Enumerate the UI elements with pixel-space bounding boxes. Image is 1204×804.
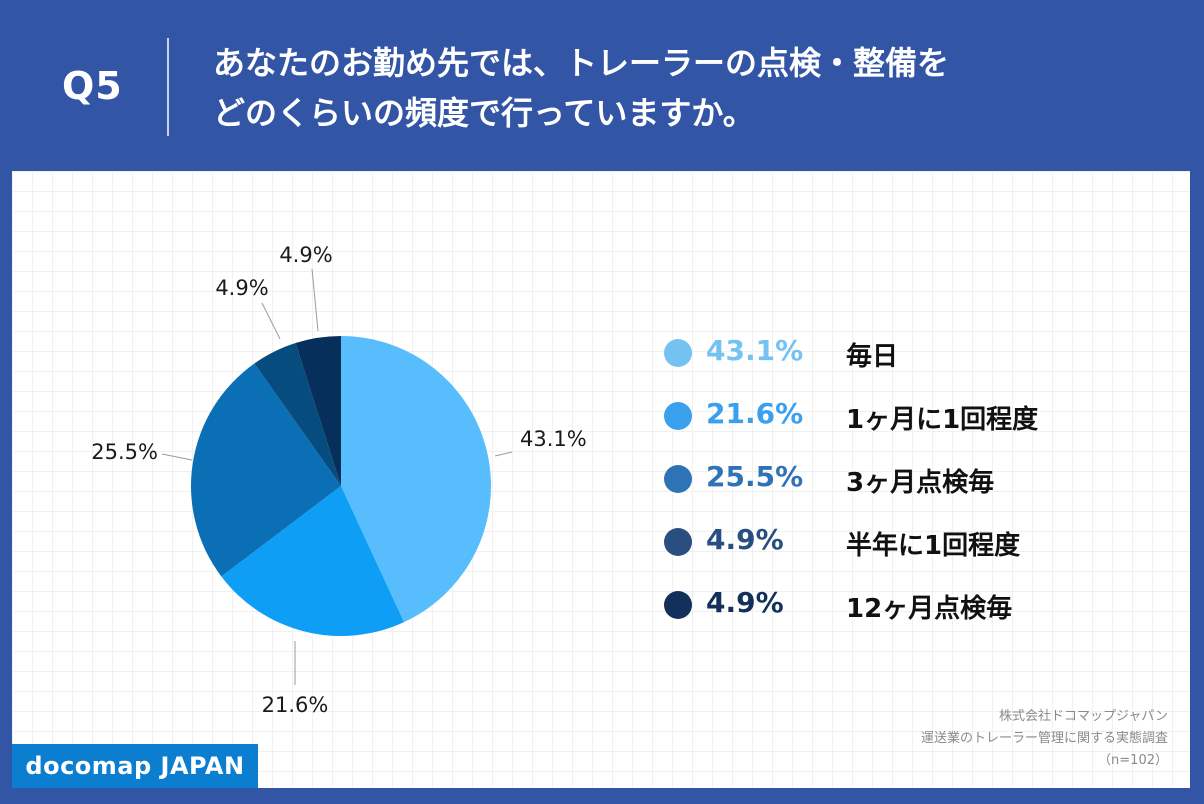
source-survey: 運送業のトレーラー管理に関する実態調査 [920, 731, 1168, 746]
legend-dot-icon [664, 339, 692, 367]
legend-percent: 4.9% [706, 586, 784, 619]
pie-data-label: 4.9% [279, 243, 332, 267]
question-number: Q5 [62, 64, 123, 108]
legend-dot-icon [664, 465, 692, 493]
question-text: あなたのお勤め先では、トレーラーの点検・整備を どのくらいの頻度で行っていますか… [213, 38, 1113, 138]
legend-label: 3ヶ月点検毎 [846, 468, 995, 498]
legend-percent: 21.6% [706, 397, 804, 430]
pie-data-label: 43.1% [520, 427, 587, 451]
pie-data-label: 25.5% [91, 440, 158, 464]
chart-panel: 43.1% 21.6% 25.5% 4.9% 4.9% 43.1% 毎日 21.6% 1… [12, 171, 1190, 788]
legend-percent: 4.9% [706, 523, 784, 556]
legend-percent: 25.5% [706, 460, 804, 493]
pie-slice [254, 343, 341, 486]
legend-dot-icon [664, 402, 692, 430]
pie-chart: 43.1% 21.6% 25.5% 4.9% 4.9% [91, 243, 587, 717]
question-header: Q5 あなたのお勤め先では、トレーラーの点検・整備を どのくらいの頻度で行ってい… [0, 0, 1204, 168]
legend-label: 12ヶ月点検毎 [846, 594, 1013, 624]
pie-slice [221, 486, 405, 636]
question-line-1: あなたのお勤め先では、トレーラーの点検・整備を [213, 44, 950, 82]
leader-line [261, 302, 281, 340]
source-note: 株式会社ドコマップジャパン 運送業のトレーラー管理に関する実態調査 （n=102… [921, 706, 1168, 772]
pie-data-label: 4.9% [215, 276, 268, 300]
header-divider [167, 38, 169, 136]
legend-label: 毎日 [846, 342, 899, 372]
pie-slice [295, 336, 341, 486]
question-line-2: どのくらいの頻度で行っていますか。 [213, 94, 755, 132]
source-sample-size: （n=102） [1098, 753, 1168, 768]
brand-logo: docomap JAPAN [12, 744, 258, 788]
pie-data-label: 21.6% [262, 693, 329, 717]
pie-slice [191, 363, 341, 577]
leader-line [161, 453, 193, 461]
source-company: 株式会社ドコマップジャパン [998, 709, 1168, 724]
legend-percent: 43.1% [706, 334, 804, 367]
leader-line [494, 451, 513, 457]
legend-dot-icon [664, 591, 692, 619]
legend-label: 1ヶ月に1回程度 [846, 405, 1039, 435]
leader-line [311, 268, 319, 332]
legend-label: 半年に1回程度 [846, 531, 1021, 561]
legend-dot-icon [664, 528, 692, 556]
pie-slice [341, 336, 491, 623]
